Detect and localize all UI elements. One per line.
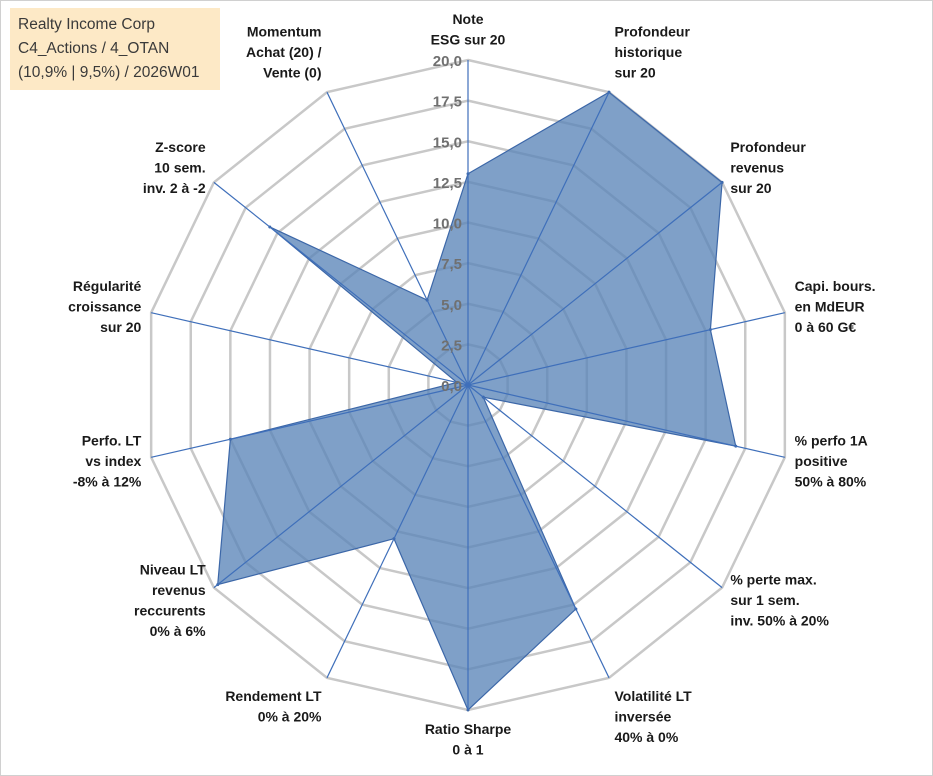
tick-label: 20,0: [433, 53, 462, 70]
category-label-line: revenus: [730, 159, 784, 175]
axis-spoke: [467, 91, 610, 386]
label-layer: Note ESG sur 20 Profondeur historique sur 20…: [68, 11, 875, 758]
series-area: [217, 91, 737, 712]
category-label: % perfo 1A positive 50% à 80%: [795, 432, 868, 489]
category-label-line: Z-score: [155, 139, 206, 155]
category-label-line: sur 1 sem.: [730, 592, 799, 608]
period-label: (10,9% | 9,5%) / 2026W01: [18, 64, 200, 81]
category-label-line: Perfo. LT: [82, 432, 142, 448]
category-label-line: 0% à 6%: [150, 623, 207, 639]
category-label-line: Achat (20) /: [246, 44, 322, 60]
category-label-line: 0 à 1: [452, 742, 483, 758]
category-label: Perfo. LT vs index -8% à 12%: [73, 432, 142, 489]
category-label-line: inversée: [614, 709, 671, 725]
axis-spoke: [467, 181, 723, 386]
category-label-line: sur 20: [614, 64, 655, 80]
category-label: Note ESG sur 20: [431, 11, 506, 48]
tick-label: 10,0: [433, 216, 462, 233]
category-label: Ratio Sharpe 0 à 1: [425, 721, 512, 758]
tick-label: 0,0: [441, 378, 462, 395]
title-box: Realty Income Corp C4_Actions / 4_OTAN (…: [10, 8, 220, 90]
tick-label: 7,5: [441, 256, 462, 273]
category-label-line: inv. 50% à 20%: [730, 613, 829, 629]
tick-label: 2,5: [441, 337, 462, 354]
category-label-line: Volatilité LT: [614, 688, 692, 704]
category-label-line: 0% à 20%: [258, 709, 322, 725]
category-label-line: 10 sem.: [154, 159, 205, 175]
category-label-line: revenus: [152, 582, 206, 598]
axis-spoke: [326, 384, 469, 679]
category-label-line: Profondeur: [614, 23, 690, 39]
axis-spoke: [467, 384, 723, 589]
category-label: Rendement LT 0% à 20%: [225, 688, 322, 725]
category-label-line: croissance: [68, 299, 141, 315]
category-label: Momentum Achat (20) / Vente (0): [246, 23, 322, 80]
axis-spoke: [213, 181, 469, 386]
category-label-line: reccurents: [134, 602, 206, 618]
category-label-line: sur 20: [730, 180, 771, 196]
category-label-line: -8% à 12%: [73, 473, 142, 489]
category-label-line: Niveau LT: [140, 561, 206, 577]
category-label: Capi. bours. en MdEUR 0 à 60 G€: [795, 278, 876, 335]
tick-label: 5,0: [441, 297, 462, 314]
category-label-line: ESG sur 20: [431, 32, 506, 48]
category-label-line: vs index: [85, 453, 141, 469]
category-label: Profondeur revenus sur 20: [730, 139, 806, 196]
category-label: Régularité croissance sur 20: [68, 278, 141, 335]
tick-label: 12,5: [433, 175, 462, 192]
category-label: Profondeur historique sur 20: [614, 23, 690, 80]
category-label-line: Capi. bours.: [795, 278, 876, 294]
category-label-line: Note: [452, 11, 483, 27]
data-layer: [216, 90, 738, 712]
category-label: Niveau LT revenus reccurents 0% à 6%: [134, 561, 206, 639]
category-label-line: positive: [795, 453, 848, 469]
tick-label: 15,0: [433, 134, 462, 151]
category-label-line: Régularité: [73, 278, 142, 294]
category-label: Volatilité LT inversée 40% à 0%: [614, 688, 692, 745]
axis-spoke: [467, 384, 610, 679]
axis-spoke: [151, 384, 469, 458]
category-label-line: inv. 2 à -2: [143, 180, 206, 196]
spoke-layer: [151, 60, 785, 710]
category-label-line: Rendement LT: [225, 688, 322, 704]
category-label-line: Momentum: [247, 23, 322, 39]
category-label-line: historique: [614, 44, 682, 60]
category-label-line: en MdEUR: [795, 299, 865, 315]
category-label-line: 0 à 60 G€: [795, 319, 857, 335]
category-label-line: 40% à 0%: [614, 729, 678, 745]
axis-spoke: [467, 384, 785, 458]
category-label-line: Profondeur: [730, 139, 806, 155]
category-label-line: % perte max.: [730, 572, 816, 588]
tick-label: 17,5: [433, 94, 462, 111]
category-label-line: % perfo 1A: [795, 432, 868, 448]
tick-layer: 0,0 2,5 5,0 7,5 10,0 12,5 15,0 17,5 20,0: [433, 53, 462, 395]
category-label: Z-score 10 sem. inv. 2 à -2: [143, 139, 206, 196]
axis-spoke: [467, 312, 785, 386]
portfolio-label: C4_Actions / 4_OTAN: [18, 40, 170, 57]
category-label: % perte max. sur 1 sem. inv. 50% à 20%: [730, 572, 829, 629]
category-label-line: 50% à 80%: [795, 473, 867, 489]
axis-spoke: [213, 384, 469, 589]
category-label-line: sur 20: [100, 319, 141, 335]
category-label-line: Vente (0): [263, 64, 321, 80]
axis-spoke: [326, 91, 469, 386]
axis-spoke: [151, 312, 469, 386]
stock-name: Realty Income Corp: [18, 16, 155, 33]
category-label-line: Ratio Sharpe: [425, 721, 512, 737]
